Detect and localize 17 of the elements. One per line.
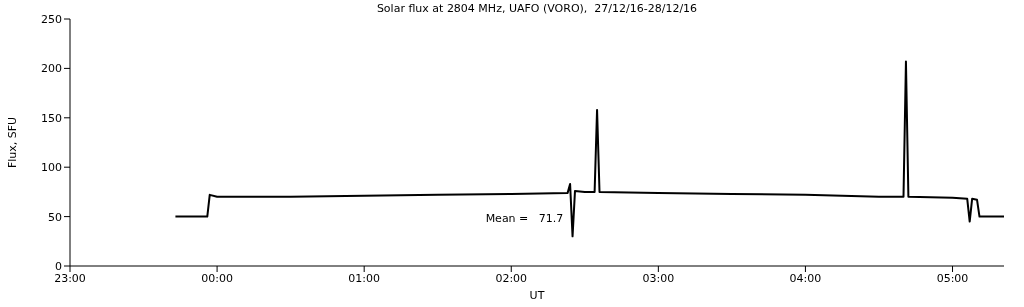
y-axis-title: Flux, SFU <box>5 116 19 169</box>
x-tick-label: 02:00 <box>495 271 528 285</box>
x-tick-label: 05:00 <box>936 271 969 285</box>
y-tick-label: 0 <box>55 260 62 273</box>
y-tick-label: 200 <box>41 62 62 76</box>
y-tick-label: 150 <box>41 111 62 125</box>
x-tick-label: 23:00 <box>54 271 86 285</box>
x-tick-label: 00:00 <box>201 271 233 285</box>
x-tick-label: 01:00 <box>348 271 381 285</box>
annotation: Mean = 71.7 <box>485 211 564 225</box>
chart-title: Solar flux at 2804 MHz, UAFO (VORO), 27/12/16-28/12/16 <box>376 2 698 15</box>
y-tick-label: 50 <box>48 210 62 224</box>
x-axis-title: UT <box>529 289 545 302</box>
x-tick-label: 03:00 <box>642 271 675 285</box>
y-tick-label: 100 <box>41 161 62 175</box>
y-tick-label: 250 <box>41 13 62 26</box>
x-tick-label: 04:00 <box>789 271 822 285</box>
